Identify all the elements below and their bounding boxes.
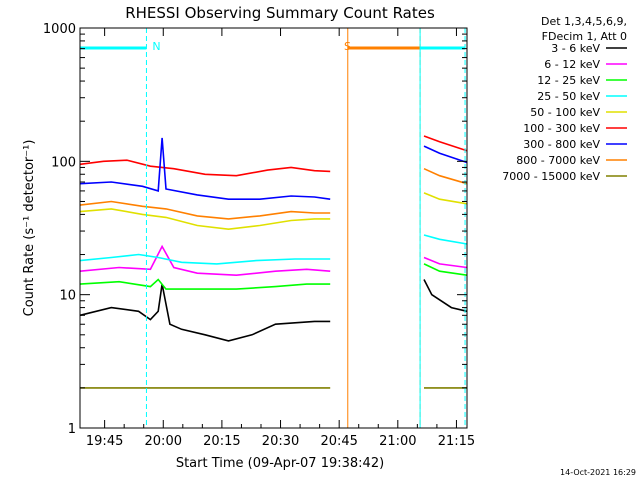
legend-label-5: 50 - 100 keV [530,106,600,119]
series-line-2 [79,244,468,277]
x-tick-label-5: 20:45 [320,434,357,449]
legend: Det 1,3,4,5,6,9, FDecim 1, Att 0 3 - 6 k… [502,15,627,183]
legend-label-7: 300 - 800 keV [523,138,600,151]
x-tick-label-4: 20:30 [262,434,299,449]
x-tick-label-2: 20:00 [145,434,182,449]
legend-label-8: 800 - 7000 keV [516,154,600,167]
series-line-8 [79,167,468,220]
series-line-5 [79,192,468,231]
legend-label-1: 3 - 6 keV [551,42,600,55]
legend-label-6: 100 - 300 keV [523,122,600,135]
y-tick-label-4: 1000 [43,22,76,37]
series-line-3 [79,263,468,290]
y-tick-label-1: 1 [68,422,76,437]
y-tick-label-3: 100 [51,155,76,170]
footer-date: 14-Oct-2021 16:29 [560,468,636,477]
legend-label-2: 6 - 12 keV [544,58,600,71]
y-axis-label: Count Rate (s⁻¹ detector⁻¹) [22,140,37,317]
chart-title: RHESSI Observing Summary Count Rates [125,4,435,22]
annotation-s: S [344,40,351,53]
series-line-1 [79,279,468,342]
x-tick-label-3: 20:15 [203,434,240,449]
y-tick-label-2: 10 [59,289,76,304]
x-axis-label: Start Time (09-Apr-07 19:38:42) [176,456,384,471]
series-layer [79,135,468,389]
annotation-n: N [152,40,160,53]
legend-header-line-1: Det 1,3,4,5,6,9, [541,15,627,28]
x-tick-label-1: 19:45 [86,434,123,449]
series-line-6 [79,135,468,177]
axis-layer: 19:45 20:00 20:15 20:30 20:45 21:00 21:15 1 10 10… [43,22,475,449]
x-tick-label-7: 21:15 [438,434,475,449]
legend-label-3: 12 - 25 keV [537,74,600,87]
legend-header-line-2: FDecim 1, Att 0 [542,30,627,43]
plot-frame [79,27,468,429]
legend-label-9: 7000 - 15000 keV [502,170,600,183]
legend-label-4: 25 - 50 keV [537,90,600,103]
x-tick-label-6: 21:00 [379,434,416,449]
series-line-4 [79,234,468,265]
series-line-7 [79,137,468,200]
